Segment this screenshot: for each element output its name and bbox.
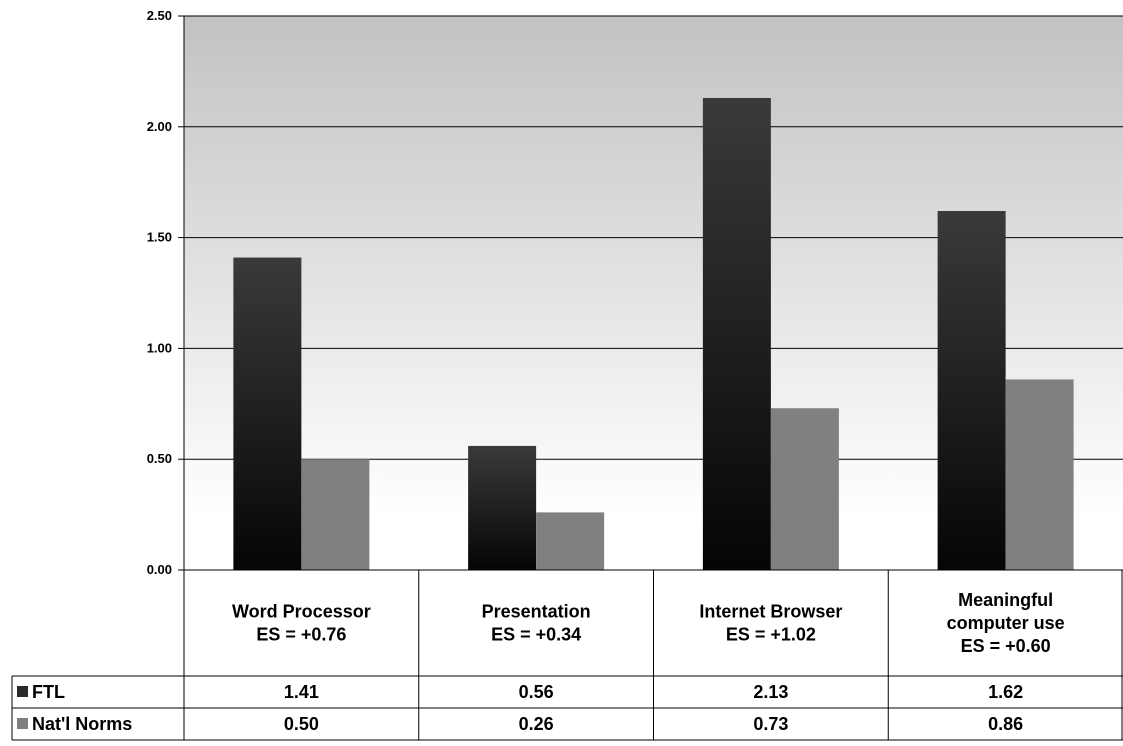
bar-ftl: [937, 211, 1006, 570]
y-tick-label: 1.00: [147, 340, 172, 355]
legend-swatch: [17, 718, 28, 729]
legend-label: Nat'l Norms: [32, 714, 132, 734]
category-label: ES = +0.34: [491, 625, 581, 645]
y-tick-label: 2.50: [147, 8, 172, 23]
legend-swatch: [17, 686, 28, 697]
category-label: Word Processor: [232, 602, 371, 622]
category-label: computer use: [947, 613, 1065, 633]
category-label: ES = +0.76: [256, 625, 346, 645]
bar-ftl: [702, 97, 771, 570]
y-tick-label: 1.50: [147, 230, 172, 245]
bar-natl-norms: [770, 408, 839, 570]
category-label: Meaningful: [958, 590, 1053, 610]
bar-natl-norms: [1005, 379, 1074, 570]
data-table-value: 0.56: [519, 682, 554, 702]
data-table-value: 1.41: [284, 682, 319, 702]
bar-ftl: [233, 257, 302, 570]
category-label: ES = +0.60: [961, 636, 1051, 656]
y-tick-label: 0.50: [147, 451, 172, 466]
bar-ftl: [468, 445, 537, 570]
data-table-value: 0.26: [519, 714, 554, 734]
data-table-value: 0.73: [753, 714, 788, 734]
y-tick-label: 2.00: [147, 119, 172, 134]
bar-natl-norms: [301, 459, 370, 570]
category-label: ES = +1.02: [726, 625, 816, 645]
category-label: Internet Browser: [699, 602, 842, 622]
bar-natl-norms: [536, 512, 605, 570]
data-table-value: 2.13: [753, 682, 788, 702]
y-tick-label: 0.00: [147, 562, 172, 577]
data-table-value: 0.86: [988, 714, 1023, 734]
legend-label: FTL: [32, 682, 65, 702]
data-table-value: 0.50: [284, 714, 319, 734]
data-table-value: 1.62: [988, 682, 1023, 702]
category-label: Presentation: [482, 602, 591, 622]
